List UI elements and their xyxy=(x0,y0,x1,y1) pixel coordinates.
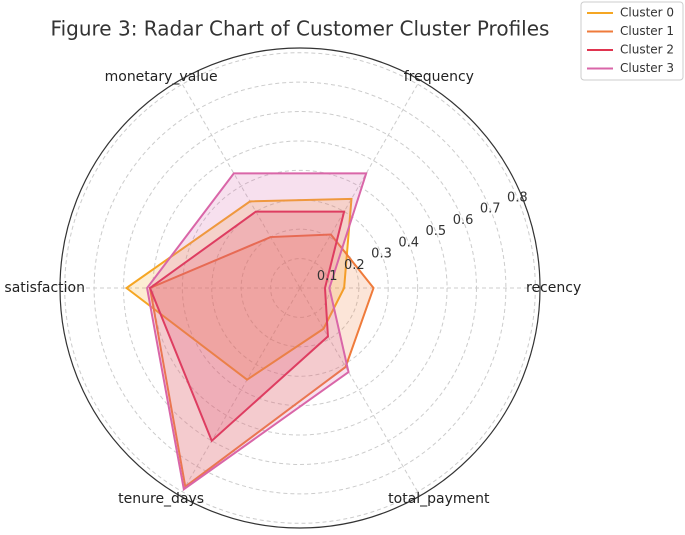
axis-label: frequency xyxy=(404,69,474,85)
legend: Cluster 0 Cluster 1 Cluster 2 Cluster 3 xyxy=(580,1,684,81)
r-tick-label: 0.8 xyxy=(507,190,528,205)
legend-label: Cluster 1 xyxy=(620,24,674,38)
grid-circle xyxy=(64,52,536,524)
axis-label: monetary_value xyxy=(105,69,218,85)
legend-frame xyxy=(580,1,684,81)
chart-title: Figure 3: Radar Chart of Customer Cluste… xyxy=(51,17,550,41)
r-tick-label: 0.1 xyxy=(317,269,338,284)
outer-frame xyxy=(59,47,541,529)
spoke xyxy=(299,287,421,497)
radar-area xyxy=(145,172,368,491)
spoke xyxy=(179,287,301,497)
r-tick-label: 0.5 xyxy=(426,224,447,239)
r-tick-label: 0.2 xyxy=(344,258,365,273)
radar-area xyxy=(148,210,346,443)
axis-label: total_payment xyxy=(388,491,490,507)
r-tick-label: 0.4 xyxy=(398,235,419,250)
r-tick-label: 0.6 xyxy=(453,213,474,228)
legend-label: Cluster 0 xyxy=(620,6,674,20)
axis-label: satisfaction xyxy=(4,280,85,296)
axis-label: tenure_days xyxy=(118,491,204,507)
axis-label: recency xyxy=(526,280,581,296)
spoke xyxy=(299,79,421,289)
radar-area xyxy=(124,197,353,381)
spoke xyxy=(179,79,301,289)
legend-label: Cluster 3 xyxy=(620,61,674,75)
r-tick-label: 0.3 xyxy=(371,247,392,262)
legend-label: Cluster 2 xyxy=(620,43,674,57)
r-tick-label: 0.7 xyxy=(480,202,501,217)
